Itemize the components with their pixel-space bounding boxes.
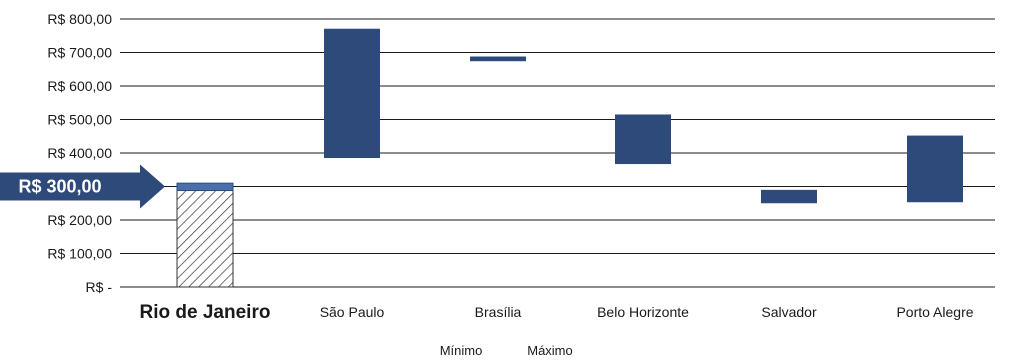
y-tick-label: R$ 800,00	[47, 11, 112, 27]
gridlines	[120, 18, 995, 288]
category-label: Rio de Janeiro	[140, 302, 271, 323]
y-tick-label: R$ 700,00	[47, 45, 112, 61]
y-axis-tick-labels: R$ - R$ 100,00 R$ 200,00 R$ 400,00 R$ 500,00…	[47, 11, 112, 295]
reference-marker: R$ 300,00	[0, 164, 165, 209]
hatched-base-bar	[176, 190, 234, 288]
reference-arrow	[0, 164, 165, 209]
category-label: São Paulo	[320, 304, 385, 320]
legend-entry: Máximo	[527, 343, 573, 358]
range-bar	[470, 56, 526, 62]
category-label: Porto Alegre	[896, 304, 973, 320]
y-tick-label: R$ 200,00	[47, 212, 112, 228]
y-tick-label: R$ 400,00	[47, 145, 112, 161]
range-bars	[176, 28, 963, 288]
range-bar	[615, 114, 671, 165]
legend: Mínimo Máximo	[440, 343, 573, 358]
category-label: Belo Horizonte	[597, 304, 689, 320]
category-label: Salvador	[761, 304, 817, 320]
range-bar	[907, 135, 963, 203]
legend-entry: Mínimo	[440, 343, 483, 358]
range-bar	[324, 28, 380, 159]
range-bar	[761, 189, 817, 204]
y-tick-label: R$ 500,00	[47, 112, 112, 128]
y-tick-label: R$ 600,00	[47, 78, 112, 94]
reference-label: R$ 300,00	[18, 177, 101, 197]
category-labels: Rio de Janeiro São Paulo Brasília Belo Hori…	[140, 302, 974, 323]
y-tick-label: R$ 100,00	[47, 246, 112, 262]
range-bar	[176, 182, 234, 192]
y-tick-label: R$ -	[86, 279, 113, 295]
category-label: Brasília	[475, 304, 522, 320]
